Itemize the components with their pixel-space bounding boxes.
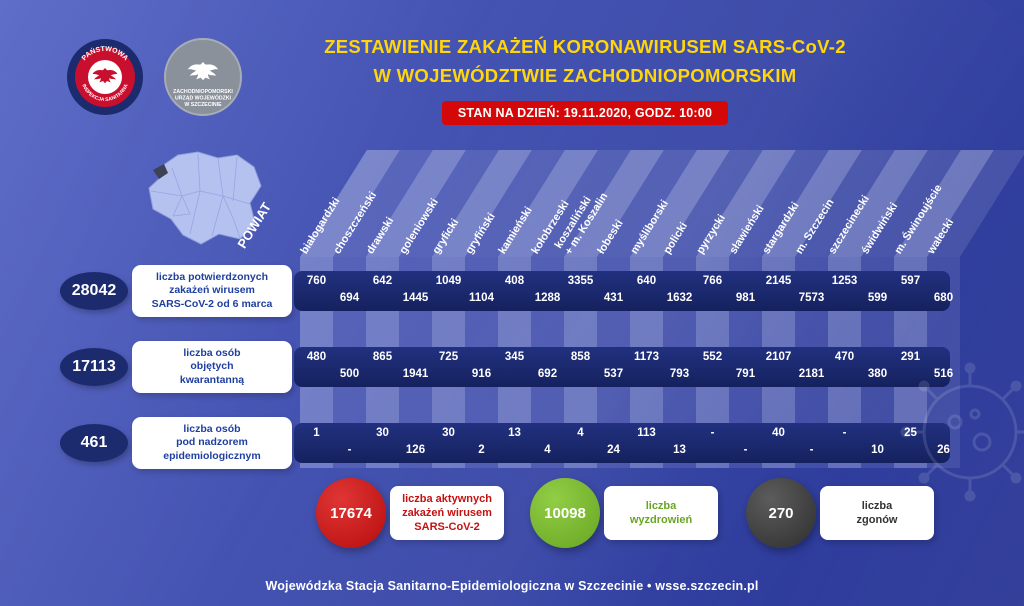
column-header: szczecinecki — [826, 193, 872, 257]
page-title-line1: ZESTAWIENIE ZAKAŻEŃ KORONAWIRUSEM SARS-C… — [324, 36, 846, 57]
column-header: myśliborski — [628, 198, 671, 257]
row-label-quarantine: liczba osób objętych kwarantanną — [132, 341, 292, 393]
column-header: gryfiński — [463, 211, 498, 257]
column-stripe-header — [465, 150, 565, 257]
column-stripe-header — [927, 150, 1024, 257]
page-title: ZESTAWIENIE ZAKAŻEŃ KORONAWIRUSEM SARS-C… — [290, 33, 880, 90]
column-header: m. Szczecin — [793, 197, 837, 257]
column-stripe-header — [300, 150, 400, 257]
column-header: choszczeński — [331, 190, 380, 257]
column-stripe-header — [663, 150, 763, 257]
column-stripe-header — [630, 150, 730, 257]
summary-active-cases: 17674 liczba aktywnych zakażeń wirusem S… — [316, 478, 504, 548]
summary-deaths: 270 liczba zgonów — [746, 478, 934, 548]
deaths-label: liczba zgonów — [820, 486, 934, 540]
column-header: kamieński — [496, 205, 535, 257]
sanitary-inspection-logo-graphic: PAŃSTWOWA INSPEKCJA SANITARNA — [67, 39, 143, 115]
column-stripe-header — [828, 150, 928, 257]
row-total-badge-quarantine: 17113 — [60, 348, 128, 386]
deaths-circle: 270 — [746, 478, 816, 548]
active-cases-label: liczba aktywnych zakażeń wirusem SARS-Co… — [390, 486, 504, 540]
date-badge: STAN NA DZIEŃ: 19.11.2020, GODZ. 10:00 — [441, 101, 729, 125]
row-total-badge-supervision: 461 — [60, 424, 128, 462]
eagle-icon — [188, 62, 218, 81]
summary-recoveries: 10098 liczba wyzdrowień — [530, 478, 718, 548]
recoveries-label: liczba wyzdrowień — [604, 486, 718, 540]
column-stripe-header — [696, 150, 796, 257]
column-header: drawski — [364, 215, 397, 257]
column-stripe-header — [399, 150, 499, 257]
column-stripe-header — [894, 150, 994, 257]
column-stripe-header — [432, 150, 532, 257]
column-header: goleniowski — [397, 196, 441, 257]
data-band-supervision — [294, 423, 950, 463]
active-cases-circle: 17674 — [316, 478, 386, 548]
page-title-line2: W WOJEWÓDZTWIE ZACHODNIOPOMORSKIM — [373, 64, 797, 86]
column-stripe-header — [762, 150, 862, 257]
column-stripe-header — [597, 150, 697, 257]
row-label-confirmed: liczba potwierdzonych zakażeń wirusem SA… — [132, 265, 292, 317]
column-header: kołobrzeski — [529, 199, 572, 257]
voivodeship-office-logo: ZACHODNIOPOMORSKI URZĄD WOJEWÓDZKI W SZC… — [164, 38, 242, 116]
column-stripe-header — [366, 150, 466, 257]
date-badge-wrap: STAN NA DZIEŃ: 19.11.2020, GODZ. 10:00 — [290, 101, 880, 125]
column-stripe-header — [795, 150, 895, 257]
column-header: pyrzycki — [694, 213, 728, 257]
footer-text: Wojewódzka Stacja Sanitarno-Epidemiologi… — [265, 579, 759, 593]
recoveries-circle: 10098 — [530, 478, 600, 548]
row-total-badge-confirmed: 28042 — [60, 272, 128, 310]
column-stripe-header — [531, 150, 631, 257]
office-logo-line3: W SZCZECINIE — [184, 102, 222, 108]
data-band-quarantine — [294, 347, 950, 387]
column-stripe-header — [333, 150, 433, 257]
office-logo-line1: ZACHODNIOPOMORSKI — [173, 89, 233, 95]
column-header: sławieński — [727, 203, 767, 257]
column-stripe-header — [861, 150, 961, 257]
column-header: koszaliński + m. Koszalin — [552, 190, 610, 257]
column-header: wałecki — [925, 217, 957, 257]
column-header: białogardzki — [298, 195, 343, 257]
column-header: świdwiński — [859, 201, 901, 257]
office-logo-line2: URZĄD WOJEWÓDZKI — [175, 94, 231, 102]
column-header: łobeski — [595, 218, 626, 257]
map-highlight-area — [153, 164, 168, 179]
column-header: stargardzki — [760, 200, 802, 257]
sanitary-inspection-logo: PAŃSTWOWA INSPEKCJA SANITARNA — [66, 38, 144, 116]
column-stripe-header — [498, 150, 598, 257]
column-header: policki — [661, 220, 691, 257]
column-header: gryficki — [430, 217, 462, 257]
row-label-supervision: liczba osób pod nadzorem epidemiologiczn… — [132, 417, 292, 469]
data-band-confirmed — [294, 271, 950, 311]
column-header: m. Świnoujście — [892, 182, 945, 257]
voivodeship-office-logo-graphic: ZACHODNIOPOMORSKI URZĄD WOJEWÓDZKI W SZC… — [164, 38, 242, 116]
voivodeship-map — [148, 151, 262, 245]
eagle-icon — [92, 68, 118, 84]
column-stripe-header — [564, 150, 664, 257]
column-stripe-header — [729, 150, 829, 257]
